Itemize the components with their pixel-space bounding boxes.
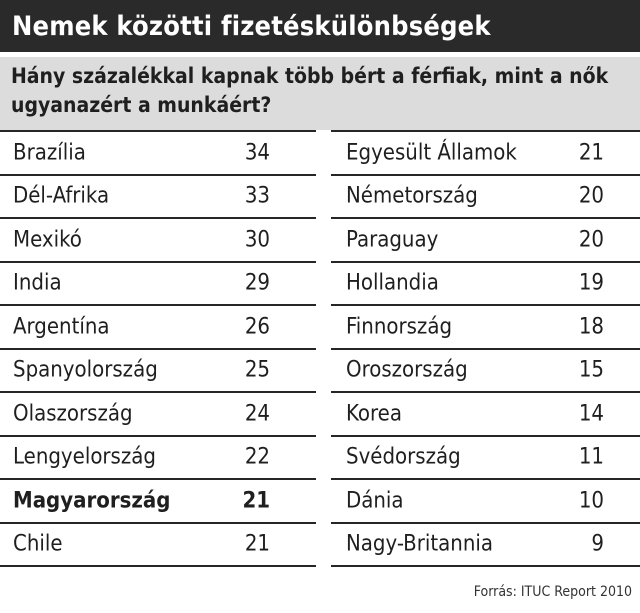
table-row: Magyarország 21 xyxy=(0,478,316,522)
table-row: Finnország 18 xyxy=(331,304,640,348)
country-label: Chile xyxy=(13,531,63,557)
country-label: Svédország xyxy=(346,444,461,470)
country-label: Oroszország xyxy=(346,357,468,383)
gap-value: 20 xyxy=(578,227,604,253)
table-row: Chile 21 xyxy=(0,521,316,566)
gap-value: 19 xyxy=(578,270,604,296)
gap-value: 21 xyxy=(244,531,270,557)
gap-value: 20 xyxy=(578,183,604,209)
table-row: Brazília 34 xyxy=(0,130,316,174)
table-row: Oroszország 15 xyxy=(331,347,640,392)
gap-value: 18 xyxy=(578,314,604,340)
table-bottom-rule-left xyxy=(0,565,316,567)
gap-value: 24 xyxy=(244,401,270,427)
table-row: Paraguay 20 xyxy=(331,217,640,261)
gap-value: 34 xyxy=(244,140,270,166)
country-label: Spanyolország xyxy=(13,357,158,383)
chart-subtitle: Hány százalékkal kapnak több bért a férf… xyxy=(0,57,640,130)
country-label: Finnország xyxy=(346,314,453,340)
table-row: Dél-Afrika 33 xyxy=(0,173,316,218)
country-label: Argentína xyxy=(13,314,110,340)
country-label: Magyarország xyxy=(13,488,171,514)
gap-value: 11 xyxy=(578,444,604,470)
country-label: Dél-Afrika xyxy=(13,183,110,209)
table-row: Svédország 11 xyxy=(331,434,640,479)
table-row: Olaszország 24 xyxy=(0,391,316,435)
country-label: Paraguay xyxy=(346,227,439,253)
country-label: Egyesült Államok xyxy=(346,140,517,166)
gap-value: 26 xyxy=(244,314,270,340)
table-row: Egyesült Államok 21 xyxy=(331,130,640,174)
country-label: Korea xyxy=(346,401,402,427)
country-label: Németország xyxy=(346,183,478,209)
gap-value: 33 xyxy=(244,183,270,209)
right-column: Egyesült Államok 21 Németország 20 Paraguay 2… xyxy=(331,130,640,565)
country-label: Lengyelország xyxy=(13,444,156,470)
table-row: India 29 xyxy=(0,260,316,305)
table-row: Korea 14 xyxy=(331,391,640,435)
gap-value: 30 xyxy=(244,227,270,253)
country-label: Nagy-Britannia xyxy=(346,531,493,557)
gap-value: 21 xyxy=(578,140,604,166)
country-label: Olaszország xyxy=(13,401,133,427)
table-row: Spanyolország 25 xyxy=(0,347,316,392)
gap-value: 21 xyxy=(242,488,270,514)
country-label: India xyxy=(13,270,62,296)
country-label: Brazília xyxy=(13,140,86,166)
table-bottom-rule-right xyxy=(331,565,640,567)
country-label: Hollandia xyxy=(346,270,439,296)
table-row: Dánia 10 xyxy=(331,478,640,522)
source-note: Forrás: ITUC Report 2010 xyxy=(473,584,632,600)
gap-value: 25 xyxy=(244,357,270,383)
table-row: Nagy-Britannia 9 xyxy=(331,521,640,566)
gap-value: 9 xyxy=(591,531,604,557)
column-divider xyxy=(318,130,330,565)
gap-value: 29 xyxy=(244,270,270,296)
table-row: Mexikó 30 xyxy=(0,217,316,261)
country-label: Dánia xyxy=(346,488,404,514)
gap-value: 22 xyxy=(244,444,270,470)
table-row: Lengyelország 22 xyxy=(0,434,316,479)
table-row: Németország 20 xyxy=(331,173,640,218)
country-label: Mexikó xyxy=(13,227,82,253)
gap-value: 15 xyxy=(578,357,604,383)
chart-title: Nemek közötti fizetéskülönbségek xyxy=(0,0,640,52)
gap-value: 10 xyxy=(578,488,604,514)
left-column: Brazília 34 Dél-Afrika 33 Mexikó 30 India 29 Arg… xyxy=(0,130,316,565)
gap-value: 14 xyxy=(578,401,604,427)
table-row: Argentína 26 xyxy=(0,304,316,348)
table-row: Hollandia 19 xyxy=(331,260,640,305)
